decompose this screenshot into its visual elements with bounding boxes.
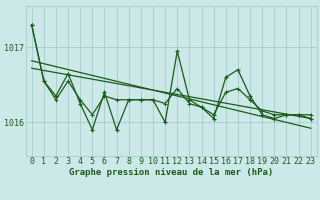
X-axis label: Graphe pression niveau de la mer (hPa): Graphe pression niveau de la mer (hPa) xyxy=(69,168,273,177)
